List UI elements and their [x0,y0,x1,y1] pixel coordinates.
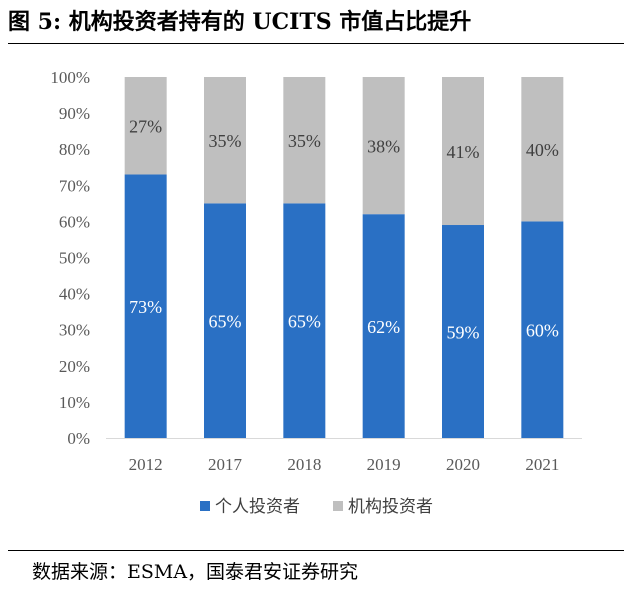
y-tick-label: 100% [50,68,90,87]
y-tick-label: 40% [59,285,90,304]
figure-title: 图 5: 机构投资者持有的 UCITS 市值占比提升 [8,9,472,35]
individual-data-label-2021: 60% [526,321,559,341]
x-tick-label: 2018 [287,455,321,474]
x-tick-label: 2012 [129,455,163,474]
institutional-bar-2020 [442,77,484,226]
individual-bar-2017 [204,203,246,438]
institutional-data-label-2021: 40% [526,140,559,160]
source-note: 数据来源：ESMA，国泰君安证券研究 [32,561,359,583]
x-axis: 2012 2017 2018 2019 2020 2021 [106,438,582,474]
y-tick-label: 60% [59,212,90,231]
y-tick-label: 70% [59,176,90,195]
y-axis: 0% 10% 20% 30% 40% 50% 60% 70% 80% 90% 100% [50,68,90,448]
individual-bar-2020 [442,225,484,438]
individual-data-label-2019: 62% [367,317,400,337]
institutional-legend-label: 机构投资者 [348,497,433,517]
y-tick-label: 10% [59,393,90,412]
individual-data-label-2018: 65% [288,312,321,332]
institutional-data-label-2017: 35% [209,131,242,151]
x-tick-label: 2020 [446,455,480,474]
institutional-bar-2017 [204,77,246,204]
y-tick-label: 0% [67,429,90,448]
y-tick-label: 30% [59,321,90,340]
title-divider [8,43,624,44]
individual-bar-2012 [124,174,167,438]
institutional-bar-2019 [362,77,405,215]
legend: 个人投资者 机构投资者 [200,497,433,517]
institutional-data-label-2012: 27% [129,117,162,137]
stacked-bar-chart: 0% 10% 20% 30% 40% 50% 60% 70% 80% 90% 100% 73% 27%… [50,68,582,517]
institutional-bar-2018 [283,77,326,204]
individual-data-label-2012: 73% [129,297,162,317]
institutional-data-label-2018: 35% [288,131,321,151]
institutional-data-label-2020: 41% [447,142,480,162]
y-tick-label: 20% [59,357,90,376]
institutional-legend-swatch [333,501,343,511]
x-tick-label: 2017 [208,455,243,474]
source-divider [8,550,624,551]
y-tick-label: 50% [59,249,90,268]
x-tick-label: 2021 [525,455,559,474]
individual-data-label-2017: 65% [209,312,242,332]
institutional-bar-2021 [521,77,564,222]
x-tick-label: 2019 [367,455,401,474]
institutional-data-label-2019: 38% [367,137,400,157]
individual-legend-swatch [200,501,210,511]
individual-data-label-2020: 59% [447,323,480,343]
individual-bar-2019 [362,214,405,438]
individual-bar-2021 [521,221,564,438]
institutional-bar-2012 [124,77,167,175]
y-tick-label: 90% [59,104,90,123]
individual-bar-2018 [283,203,326,438]
individual-legend-label: 个人投资者 [215,497,300,517]
y-tick-label: 80% [59,140,90,159]
bar-series-group: 73% 27% 65% 35% 65% 35% 62% 38% 59% 41% 60% 40% [124,77,564,438]
